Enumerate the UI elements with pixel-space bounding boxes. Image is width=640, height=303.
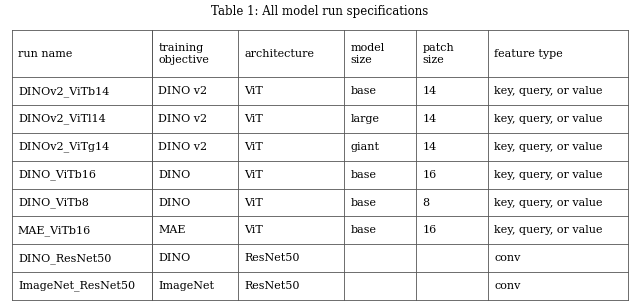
Text: run name: run name — [18, 49, 72, 59]
Text: DINO v2: DINO v2 — [159, 142, 207, 152]
Text: key, query, or value: key, query, or value — [494, 198, 603, 208]
Text: 14: 14 — [422, 114, 436, 124]
Text: base: base — [350, 225, 376, 235]
Text: training
objective: training objective — [159, 43, 209, 65]
Text: base: base — [350, 86, 376, 96]
Text: base: base — [350, 198, 376, 208]
Text: DINO: DINO — [159, 170, 191, 180]
Text: ViT: ViT — [244, 114, 263, 124]
Text: 14: 14 — [422, 86, 436, 96]
Text: large: large — [350, 114, 380, 124]
Text: DINOv2_ViTb14: DINOv2_ViTb14 — [18, 86, 109, 97]
Text: conv: conv — [494, 281, 521, 291]
Text: ImageNet: ImageNet — [159, 281, 214, 291]
Text: ViT: ViT — [244, 86, 263, 96]
Text: conv: conv — [494, 253, 521, 263]
Text: ViT: ViT — [244, 142, 263, 152]
Text: DINO v2: DINO v2 — [159, 114, 207, 124]
Text: architecture: architecture — [244, 49, 314, 59]
Text: 14: 14 — [422, 142, 436, 152]
Text: DINOv2_ViTg14: DINOv2_ViTg14 — [18, 142, 109, 152]
Text: 8: 8 — [422, 198, 429, 208]
Text: key, query, or value: key, query, or value — [494, 114, 603, 124]
Text: DINO_ViTb16: DINO_ViTb16 — [18, 169, 96, 180]
Text: MAE: MAE — [159, 225, 186, 235]
Text: ResNet50: ResNet50 — [244, 281, 300, 291]
Text: DINO: DINO — [159, 253, 191, 263]
Text: ViT: ViT — [244, 225, 263, 235]
Text: base: base — [350, 170, 376, 180]
Text: patch
size: patch size — [422, 43, 454, 65]
Text: key, query, or value: key, query, or value — [494, 170, 603, 180]
Text: DINO: DINO — [159, 198, 191, 208]
Text: DINO_ViTb8: DINO_ViTb8 — [18, 197, 89, 208]
Text: giant: giant — [350, 142, 380, 152]
Text: key, query, or value: key, query, or value — [494, 225, 603, 235]
Text: ViT: ViT — [244, 198, 263, 208]
Text: key, query, or value: key, query, or value — [494, 86, 603, 96]
Text: model
size: model size — [350, 43, 385, 65]
Text: MAE_ViTb16: MAE_ViTb16 — [18, 225, 91, 236]
Text: DINO v2: DINO v2 — [159, 86, 207, 96]
Text: key, query, or value: key, query, or value — [494, 142, 603, 152]
Text: ViT: ViT — [244, 170, 263, 180]
Text: DINOv2_ViTl14: DINOv2_ViTl14 — [18, 114, 106, 125]
Text: DINO_ResNet50: DINO_ResNet50 — [18, 253, 111, 264]
Text: feature type: feature type — [494, 49, 563, 59]
Text: ImageNet_ResNet50: ImageNet_ResNet50 — [18, 281, 135, 291]
Text: 16: 16 — [422, 170, 436, 180]
Text: Table 1: All model run specifications: Table 1: All model run specifications — [211, 5, 429, 18]
Text: ResNet50: ResNet50 — [244, 253, 300, 263]
Text: 16: 16 — [422, 225, 436, 235]
